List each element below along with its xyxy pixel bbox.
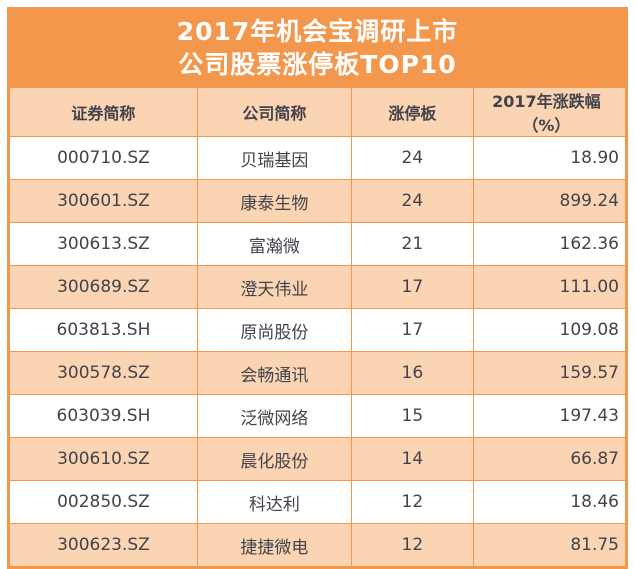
- table-row: 603039.SH 泛微网络 15 197.43: [9, 394, 627, 438]
- cell-code: 000710.SZ: [9, 136, 198, 180]
- cell-limit-ups: 12: [350, 480, 474, 524]
- cell-company: 晨化股份: [196, 437, 352, 481]
- table-row: 002850.SZ 科达利 12 18.46: [9, 480, 627, 524]
- column-header-limit-ups: 涨停板: [350, 87, 474, 137]
- cell-company: 科达利: [196, 480, 352, 524]
- table-row: 000710.SZ 贝瑞基因 24 18.90: [9, 136, 627, 180]
- page-title-line-1: 2017年机会宝调研上市: [176, 17, 459, 46]
- table-row: 300689.SZ 澄天伟业 17 111.00: [9, 265, 627, 309]
- cell-change-pct: 81.75: [472, 523, 627, 567]
- cell-company: 会畅通讯: [196, 351, 352, 395]
- table-row: 603813.SH 原尚股份 17 109.08: [9, 308, 627, 352]
- cell-limit-ups: 24: [350, 179, 474, 223]
- table-row: 300601.SZ 康泰生物 24 899.24: [9, 179, 627, 223]
- cell-limit-ups: 16: [350, 351, 474, 395]
- infographic-card: 2017年机会宝调研上市 公司股票涨停板TOP10 证券简称 公司简称 涨停板 …: [7, 7, 628, 569]
- cell-change-pct: 66.87: [472, 437, 627, 481]
- cell-company: 泛微网络: [196, 394, 352, 438]
- cell-company: 捷捷微电: [196, 523, 352, 567]
- cell-limit-ups: 17: [350, 308, 474, 352]
- cell-code: 300578.SZ: [9, 351, 198, 395]
- cell-limit-ups: 17: [350, 265, 474, 309]
- cell-change-pct: 899.24: [472, 179, 627, 223]
- cell-change-pct: 197.43: [472, 394, 627, 438]
- table-body: 000710.SZ 贝瑞基因 24 18.90 300601.SZ 康泰生物 2…: [9, 136, 627, 567]
- table-row: 300578.SZ 会畅通讯 16 159.57: [9, 351, 627, 395]
- cell-limit-ups: 21: [350, 222, 474, 266]
- cell-change-pct: 159.57: [472, 351, 627, 395]
- table-row: 300610.SZ 晨化股份 14 66.87: [9, 437, 627, 481]
- page-title-line-2: 公司股票涨停板TOP10: [178, 50, 457, 79]
- table-row: 300623.SZ 捷捷微电 12 81.75: [9, 523, 627, 567]
- table-header-row: 证券简称 公司简称 涨停板 2017年涨跌幅（%）: [9, 87, 627, 137]
- cell-code: 603813.SH: [9, 308, 198, 352]
- cell-change-pct: 18.46: [472, 480, 627, 524]
- cell-code: 300613.SZ: [9, 222, 198, 266]
- cell-code: 300610.SZ: [9, 437, 198, 481]
- cell-limit-ups: 12: [350, 523, 474, 567]
- cell-company: 贝瑞基因: [196, 136, 352, 180]
- cell-code: 603039.SH: [9, 394, 198, 438]
- title-block: 2017年机会宝调研上市 公司股票涨停板TOP10: [9, 9, 626, 87]
- cell-code: 300623.SZ: [9, 523, 198, 567]
- cell-code: 300689.SZ: [9, 265, 198, 309]
- cell-company: 原尚股份: [196, 308, 352, 352]
- stocks-table: 证券简称 公司简称 涨停板 2017年涨跌幅（%） 000710.SZ 贝瑞基因…: [9, 87, 627, 567]
- column-header-company: 公司简称: [196, 87, 352, 137]
- cell-limit-ups: 14: [350, 437, 474, 481]
- cell-change-pct: 109.08: [472, 308, 627, 352]
- cell-code: 002850.SZ: [9, 480, 198, 524]
- column-header-change-pct: 2017年涨跌幅（%）: [472, 87, 627, 137]
- cell-company: 康泰生物: [196, 179, 352, 223]
- cell-company: 澄天伟业: [196, 265, 352, 309]
- cell-change-pct: 162.36: [472, 222, 627, 266]
- column-header-code: 证券简称: [9, 87, 198, 137]
- cell-limit-ups: 24: [350, 136, 474, 180]
- table-row: 300613.SZ 富瀚微 21 162.36: [9, 222, 627, 266]
- cell-code: 300601.SZ: [9, 179, 198, 223]
- cell-change-pct: 18.90: [472, 136, 627, 180]
- cell-company: 富瀚微: [196, 222, 352, 266]
- cell-change-pct: 111.00: [472, 265, 627, 309]
- cell-limit-ups: 15: [350, 394, 474, 438]
